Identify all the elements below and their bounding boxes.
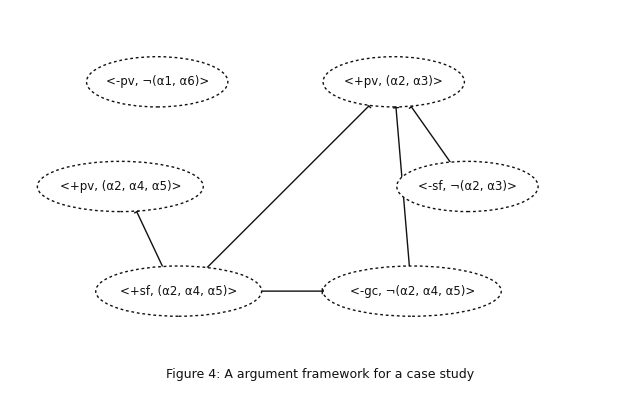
Text: <+pv, (α2, α3)>: <+pv, (α2, α3)> [344,75,443,88]
Text: <+pv, (α2, α4, α5)>: <+pv, (α2, α4, α5)> [60,180,181,193]
Text: <-pv, ¬(α1, α6)>: <-pv, ¬(α1, α6)> [106,75,209,88]
Ellipse shape [397,161,538,212]
Ellipse shape [37,161,204,212]
Ellipse shape [86,57,228,107]
Text: <-gc, ¬(α2, α4, α5)>: <-gc, ¬(α2, α4, α5)> [349,285,475,298]
Ellipse shape [96,266,262,316]
Text: Figure 4: A argument framework for a case study: Figure 4: A argument framework for a cas… [166,368,474,381]
Text: <+sf, (α2, α4, α5)>: <+sf, (α2, α4, α5)> [120,285,237,298]
Ellipse shape [323,266,501,316]
Ellipse shape [323,57,465,107]
Text: <-sf, ¬(α2, α3)>: <-sf, ¬(α2, α3)> [418,180,517,193]
